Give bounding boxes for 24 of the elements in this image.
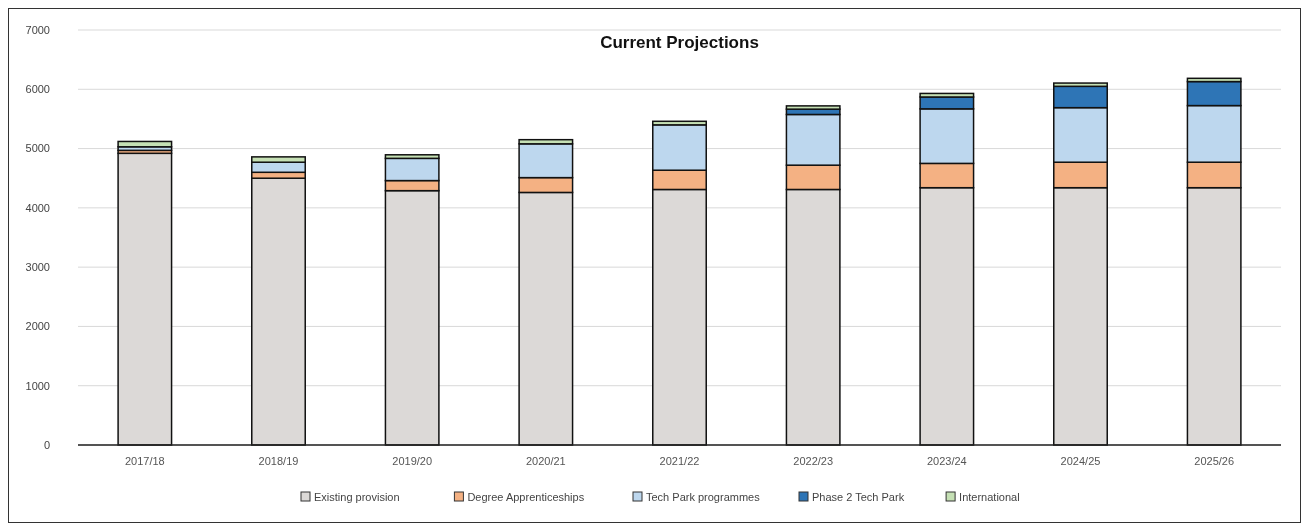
y-tick-label: 0	[43, 438, 50, 451]
y-tick-label: 4000	[25, 201, 50, 214]
chart-title: Current Projections	[600, 33, 759, 52]
x-tick-label: 2017/18	[124, 455, 165, 467]
y-tick-label: 6000	[25, 83, 50, 96]
x-tick-label: 2020/21	[525, 455, 566, 467]
legend-label: Tech Park programmes	[646, 491, 761, 503]
legend-label: Phase 2 Tech Park	[812, 491, 905, 503]
y-tick-label: 1000	[25, 379, 50, 392]
legend-label: Existing provision	[314, 491, 400, 503]
x-tick-label: 2019/20	[392, 455, 433, 467]
bar	[117, 140, 173, 148]
y-tick-label: 3000	[25, 260, 50, 273]
x-tick-label: 2023/24	[926, 455, 967, 467]
y-tick-label: 5000	[25, 142, 50, 155]
x-tick-label: 2018/19	[258, 455, 299, 467]
y-tick-label: 2000	[25, 320, 50, 333]
legend-label: Degree Apprenticeships	[467, 491, 585, 503]
x-tick-label: 2025/26	[1194, 455, 1235, 467]
x-tick-label: 2022/23	[793, 455, 834, 467]
y-tick-label: 7000	[25, 23, 50, 36]
x-tick-label: 2021/22	[659, 455, 700, 467]
legend-label: International	[959, 491, 1020, 503]
x-tick-label: 2024/25	[1060, 455, 1101, 467]
